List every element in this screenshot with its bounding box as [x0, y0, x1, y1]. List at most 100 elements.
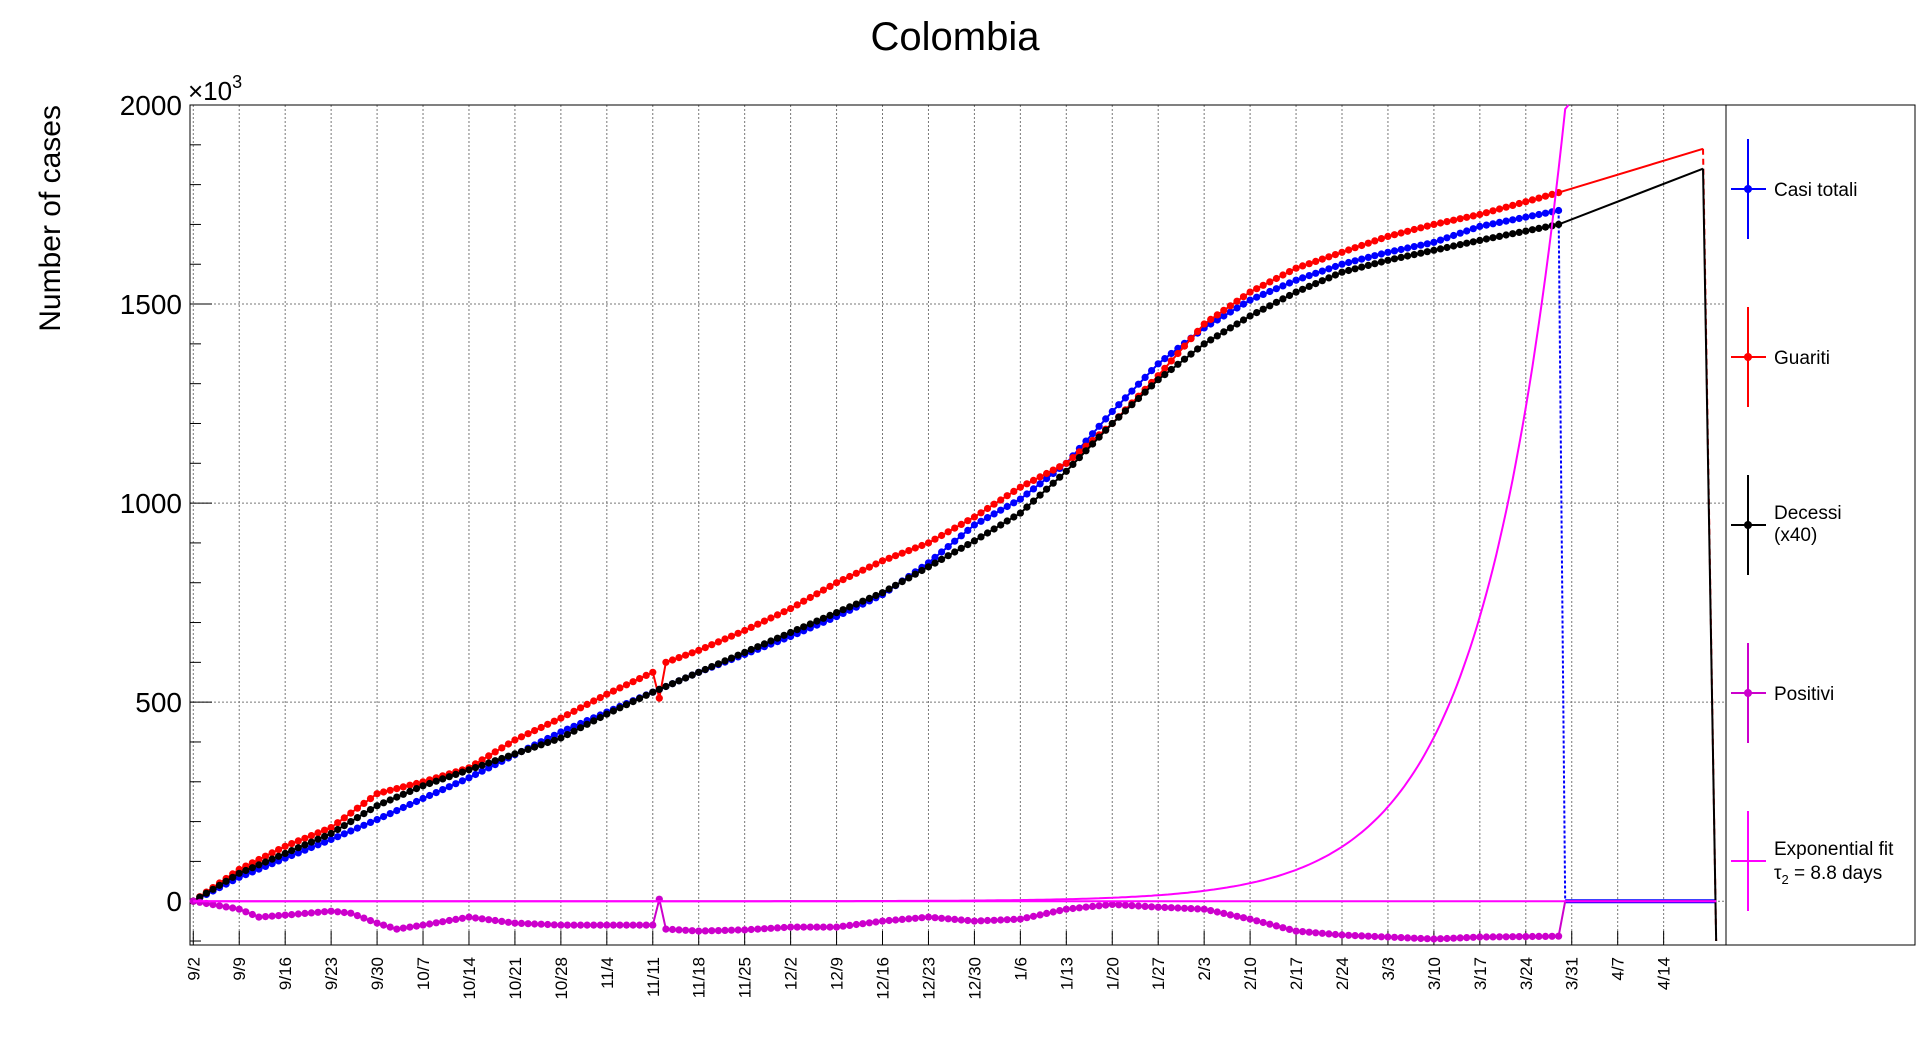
data-point — [340, 830, 348, 838]
data-point — [1134, 394, 1143, 403]
x-tick-label: 3/24 — [1517, 957, 1536, 990]
data-point — [1358, 255, 1366, 263]
data-point — [386, 796, 394, 804]
data-point — [1404, 227, 1412, 235]
data-point — [294, 837, 302, 845]
data-point — [537, 741, 545, 749]
x-tick-label: 1/27 — [1149, 957, 1168, 990]
data-point — [583, 921, 591, 929]
data-point — [399, 790, 407, 798]
data-point — [1200, 340, 1208, 348]
data-point — [229, 904, 237, 912]
data-point — [366, 917, 375, 925]
data-point — [1358, 263, 1366, 271]
data-point — [964, 517, 972, 525]
data-point — [1095, 902, 1103, 910]
data-point — [511, 750, 519, 758]
data-point — [1430, 246, 1438, 254]
data-point — [524, 745, 532, 754]
data-point — [668, 656, 677, 664]
data-point — [1450, 231, 1458, 240]
data-point — [1404, 244, 1412, 252]
data-point — [366, 806, 375, 814]
data-point — [1436, 935, 1445, 943]
data-point — [393, 785, 401, 793]
data-point — [1246, 312, 1254, 320]
data-point — [1469, 212, 1477, 220]
data-point — [1239, 914, 1248, 922]
data-point — [636, 694, 644, 703]
data-point — [872, 918, 880, 926]
data-point — [1450, 242, 1458, 250]
data-point — [1285, 268, 1294, 276]
data-point — [465, 766, 473, 774]
data-point — [833, 923, 841, 931]
data-point — [307, 843, 315, 852]
data-point — [544, 738, 552, 747]
data-point — [1390, 255, 1399, 263]
data-point — [307, 832, 315, 840]
data-point — [1056, 907, 1064, 915]
data-point — [1239, 316, 1248, 324]
data-point — [583, 700, 591, 709]
data-point — [373, 790, 381, 798]
x-tick-label: 9/23 — [322, 957, 341, 990]
data-point — [806, 593, 814, 602]
data-point — [905, 547, 913, 555]
data-point — [1390, 933, 1399, 941]
data-point — [524, 730, 532, 738]
data-point — [1377, 258, 1385, 266]
data-point — [406, 787, 414, 796]
data-point — [885, 916, 893, 925]
data-point — [544, 920, 552, 929]
data-point — [734, 651, 742, 659]
y-multiplier-base: ×10 — [188, 76, 232, 106]
data-point — [1482, 221, 1490, 229]
data-point — [826, 611, 834, 620]
data-point — [787, 923, 795, 931]
data-point — [255, 861, 263, 869]
data-point — [1482, 209, 1490, 217]
data-point — [1016, 509, 1024, 517]
data-point — [1069, 460, 1077, 468]
data-point — [1430, 220, 1438, 228]
data-point — [347, 809, 355, 817]
data-point — [898, 549, 906, 557]
data-point — [708, 663, 716, 671]
data-point — [1325, 274, 1333, 282]
x-tick-label: 2/3 — [1195, 957, 1214, 981]
y-multiplier-exp: 3 — [232, 72, 242, 92]
data-point — [366, 818, 375, 827]
data-point — [531, 727, 539, 735]
data-point — [360, 810, 368, 818]
data-point — [327, 907, 335, 915]
data-point — [787, 605, 795, 613]
data-point — [708, 641, 716, 649]
data-point — [957, 916, 965, 924]
data-point — [517, 919, 526, 928]
data-point — [412, 797, 421, 806]
data-point — [432, 919, 440, 927]
data-point — [1272, 922, 1280, 930]
data-point — [1423, 222, 1431, 230]
x-tick-label: 10/7 — [414, 957, 433, 990]
data-point — [577, 921, 585, 929]
data-point — [1161, 355, 1169, 363]
data-point — [931, 559, 939, 567]
data-point — [1233, 297, 1241, 305]
data-point — [1010, 487, 1018, 495]
data-point — [1108, 407, 1116, 416]
data-point — [1266, 302, 1274, 310]
data-point — [1312, 929, 1320, 937]
data-point — [1069, 904, 1077, 913]
data-point — [964, 916, 972, 925]
data-point — [1134, 380, 1143, 388]
data-point — [321, 838, 329, 846]
x-tick-label: 10/28 — [552, 957, 571, 1000]
data-point — [1397, 245, 1405, 254]
x-tick-label: 9/2 — [184, 957, 203, 981]
data-point — [340, 822, 348, 830]
data-point — [596, 921, 604, 929]
data-point — [1062, 467, 1070, 475]
data-point — [603, 921, 611, 929]
